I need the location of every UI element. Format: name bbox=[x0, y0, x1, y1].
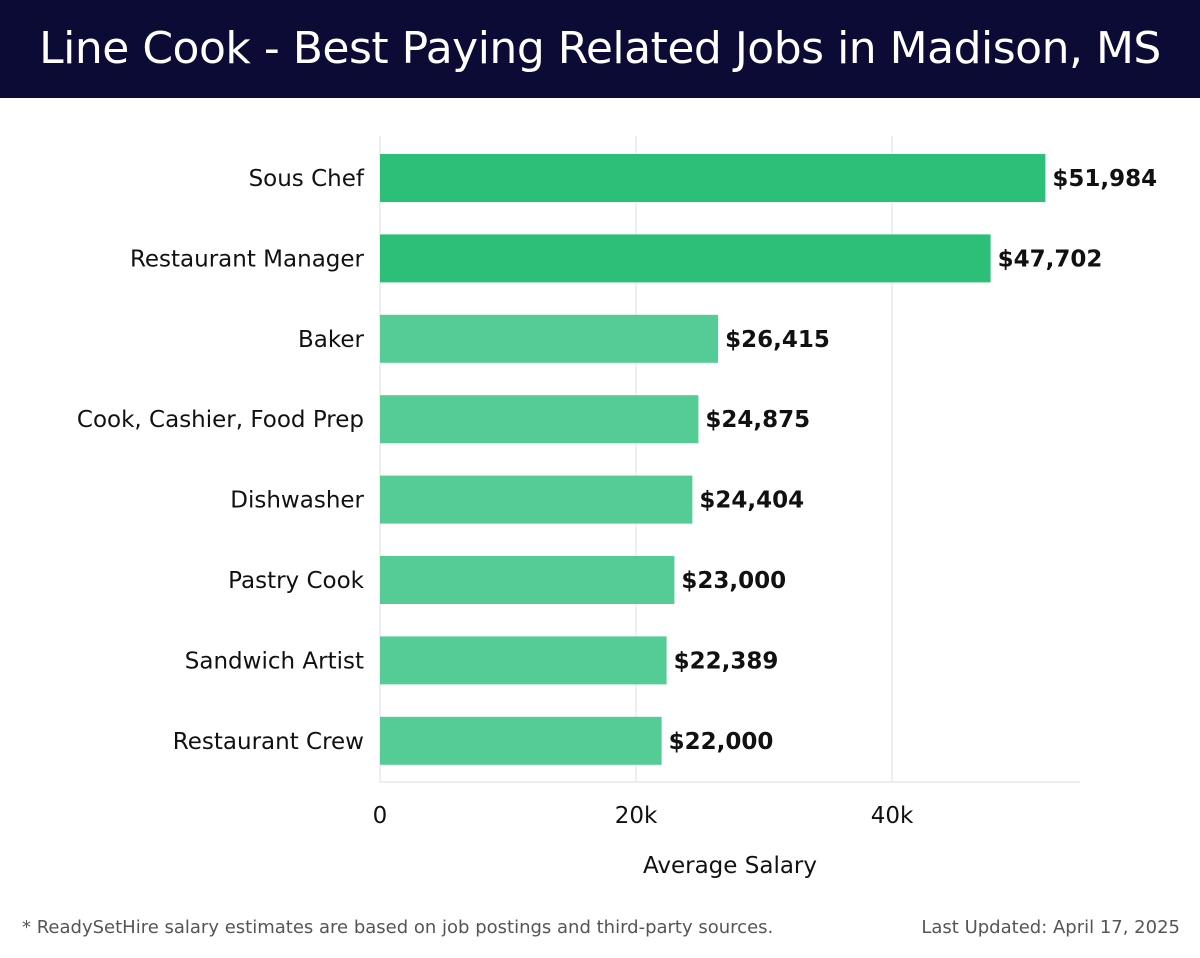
bar bbox=[380, 475, 693, 524]
value-label: $26,415 bbox=[725, 327, 830, 353]
value-label: $47,702 bbox=[998, 246, 1103, 272]
value-label: $51,984 bbox=[1052, 166, 1157, 192]
gridlines bbox=[379, 136, 1080, 783]
x-axis-ticks: 0 20k 40k bbox=[373, 803, 914, 829]
value-label: $23,000 bbox=[681, 568, 786, 594]
chart-title: Line Cook - Best Paying Related Jobs in … bbox=[39, 23, 1161, 74]
x-tick-label: 0 bbox=[373, 803, 388, 829]
category-label: Sandwich Artist bbox=[185, 648, 364, 674]
category-label: Restaurant Manager bbox=[130, 246, 365, 272]
category-labels: Sous Chef Restaurant Manager Baker Cook, Ca… bbox=[77, 166, 365, 755]
value-label: $22,000 bbox=[669, 729, 774, 755]
last-updated: Last Updated: April 17, 2025 bbox=[921, 917, 1180, 938]
value-label: $24,404 bbox=[699, 488, 804, 514]
bar bbox=[380, 716, 662, 765]
category-label: Dishwasher bbox=[230, 488, 364, 514]
value-labels: $51,984 $47,702 $26,415 $24,875 $24,404 $23,0… bbox=[669, 166, 1158, 755]
bar bbox=[380, 154, 1046, 202]
bar bbox=[380, 395, 699, 444]
footnote: * ReadySetHire salary estimates are base… bbox=[22, 917, 774, 938]
category-label: Cook, Cashier, Food Prep bbox=[77, 407, 364, 433]
header-bar: Line Cook - Best Paying Related Jobs in … bbox=[0, 0, 1200, 98]
category-label: Pastry Cook bbox=[228, 568, 365, 594]
category-label: Restaurant Crew bbox=[173, 729, 364, 755]
category-label: Baker bbox=[298, 327, 365, 353]
x-tick-label: 20k bbox=[615, 803, 658, 829]
bar-chart: Sous Chef Restaurant Manager Baker Cook, Ca… bbox=[77, 136, 1158, 879]
bar bbox=[380, 234, 991, 283]
bar bbox=[380, 636, 667, 685]
category-label: Sous Chef bbox=[249, 166, 365, 192]
x-axis-title: Average Salary bbox=[643, 853, 817, 879]
bar bbox=[380, 314, 719, 363]
bars bbox=[380, 154, 1046, 765]
x-tick-label: 40k bbox=[871, 803, 914, 829]
bar bbox=[380, 556, 675, 604]
value-label: $24,875 bbox=[705, 407, 810, 433]
value-label: $22,389 bbox=[674, 648, 779, 674]
